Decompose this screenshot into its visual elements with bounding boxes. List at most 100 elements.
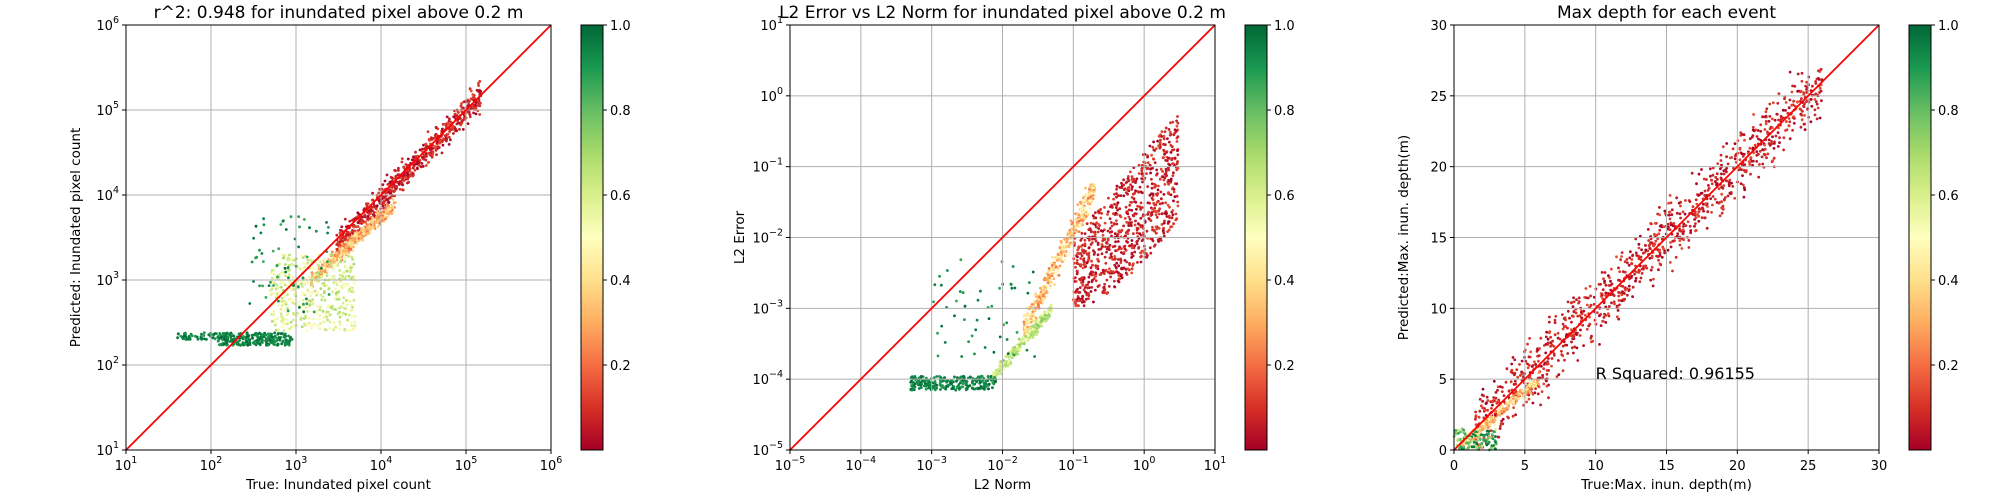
scatter-point: [1112, 279, 1116, 283]
scatter-point: [1731, 147, 1735, 151]
scatter-point: [1085, 261, 1089, 265]
scatter-point: [286, 266, 290, 270]
scatter-point: [938, 274, 941, 278]
scatter-point: [1028, 336, 1032, 340]
scatter-point: [1164, 126, 1168, 130]
scatter-point: [225, 343, 229, 347]
scatter-point: [272, 272, 276, 276]
scatter-point: [1684, 224, 1688, 228]
scatter-point: [332, 328, 335, 332]
scatter-point: [1546, 337, 1550, 341]
scatter-point: [383, 195, 386, 199]
scatter-point: [1162, 142, 1165, 146]
scatter-point: [331, 257, 335, 261]
scatter-point: [1541, 376, 1544, 379]
scatter-point: [312, 290, 315, 294]
scatter-point: [391, 197, 395, 201]
scatter-point: [271, 249, 275, 253]
scatter-point: [1043, 317, 1047, 320]
scatter-point: [913, 376, 917, 379]
scatter-point: [386, 198, 389, 202]
scatter-point: [1764, 110, 1768, 114]
scatter-point: [1667, 225, 1670, 229]
scatter-point: [1022, 323, 1026, 326]
scatter-point: [1604, 305, 1608, 309]
scatter-point: [1706, 205, 1709, 208]
scatter-point: [1776, 101, 1780, 105]
scatter-point: [1763, 147, 1767, 151]
scatter-point: [261, 284, 264, 288]
scatter-point: [310, 323, 314, 327]
scatter-point: [1676, 232, 1680, 236]
scatter-point: [1700, 168, 1703, 171]
scatter-point: [1162, 193, 1166, 196]
scatter-point: [1030, 331, 1034, 334]
scatter-point: [364, 221, 368, 225]
scatter-point: [1602, 277, 1605, 281]
scatter-point: [318, 322, 322, 325]
scatter-point: [1607, 274, 1610, 278]
scatter-point: [1672, 222, 1676, 225]
scatter-point: [966, 384, 970, 388]
scatter-point: [1075, 259, 1079, 262]
scatter-point: [1771, 135, 1774, 139]
scatter-point: [250, 260, 254, 264]
scatter-point: [1108, 267, 1111, 271]
scatter-point: [301, 276, 305, 280]
y-tick-label: 101: [96, 440, 119, 459]
scatter-point: [262, 260, 265, 263]
scatter-point: [472, 111, 475, 115]
chart-title: L2 Error vs L2 Norm for inundated pixel …: [779, 3, 1226, 23]
scatter-point: [1092, 300, 1095, 304]
scatter-point: [1820, 99, 1823, 103]
scatter-point: [275, 339, 278, 343]
scatter-point: [424, 142, 427, 146]
scatter-point: [1802, 122, 1806, 126]
scatter-point: [1069, 230, 1073, 234]
scatter-point: [1086, 213, 1090, 217]
scatter-point: [1598, 314, 1601, 318]
scatter-point: [440, 151, 444, 155]
scatter-point: [341, 301, 345, 305]
x-tick-label: 106: [540, 455, 563, 474]
scatter-point: [1675, 211, 1679, 215]
scatter-point: [1082, 288, 1086, 292]
scatter-point: [1175, 182, 1179, 186]
scatter-point: [302, 218, 306, 221]
scatter-point: [1119, 257, 1122, 261]
scatter-point: [422, 143, 425, 147]
scatter-point: [211, 336, 215, 340]
scatter-point: [402, 179, 406, 183]
scatter-point: [1083, 217, 1087, 221]
scatter-point: [1809, 98, 1813, 101]
scatter-point: [1060, 255, 1063, 259]
scatter-point: [1691, 205, 1695, 209]
x-tick-label: 103: [285, 455, 308, 474]
scatter-point: [1758, 163, 1761, 166]
scatter-point: [1576, 359, 1580, 362]
scatter-point: [326, 318, 329, 322]
scatter-point: [1116, 208, 1119, 212]
scatter-point: [1809, 120, 1813, 124]
scatter-point: [1638, 269, 1641, 273]
scatter-point: [1658, 262, 1662, 266]
scatter-point: [1082, 205, 1086, 209]
scatter-point: [999, 366, 1003, 370]
scatter-point: [351, 232, 355, 235]
scatter-point: [1114, 211, 1118, 215]
scatter-point: [1635, 254, 1639, 257]
scatter-point: [350, 328, 354, 332]
scatter-point: [1482, 394, 1485, 398]
scatter-point: [448, 130, 451, 134]
scatter-point: [305, 255, 309, 259]
scatter-point: [1534, 363, 1537, 366]
scatter-point: [1171, 174, 1175, 178]
scatter-point: [1670, 213, 1674, 217]
scatter-point: [250, 333, 254, 337]
scatter-point: [1101, 229, 1105, 233]
scatter-point: [1164, 167, 1168, 171]
scatter-point: [228, 340, 232, 343]
scatter-point: [1116, 201, 1120, 205]
scatter-point: [1026, 291, 1030, 295]
scatter-point: [438, 139, 442, 143]
